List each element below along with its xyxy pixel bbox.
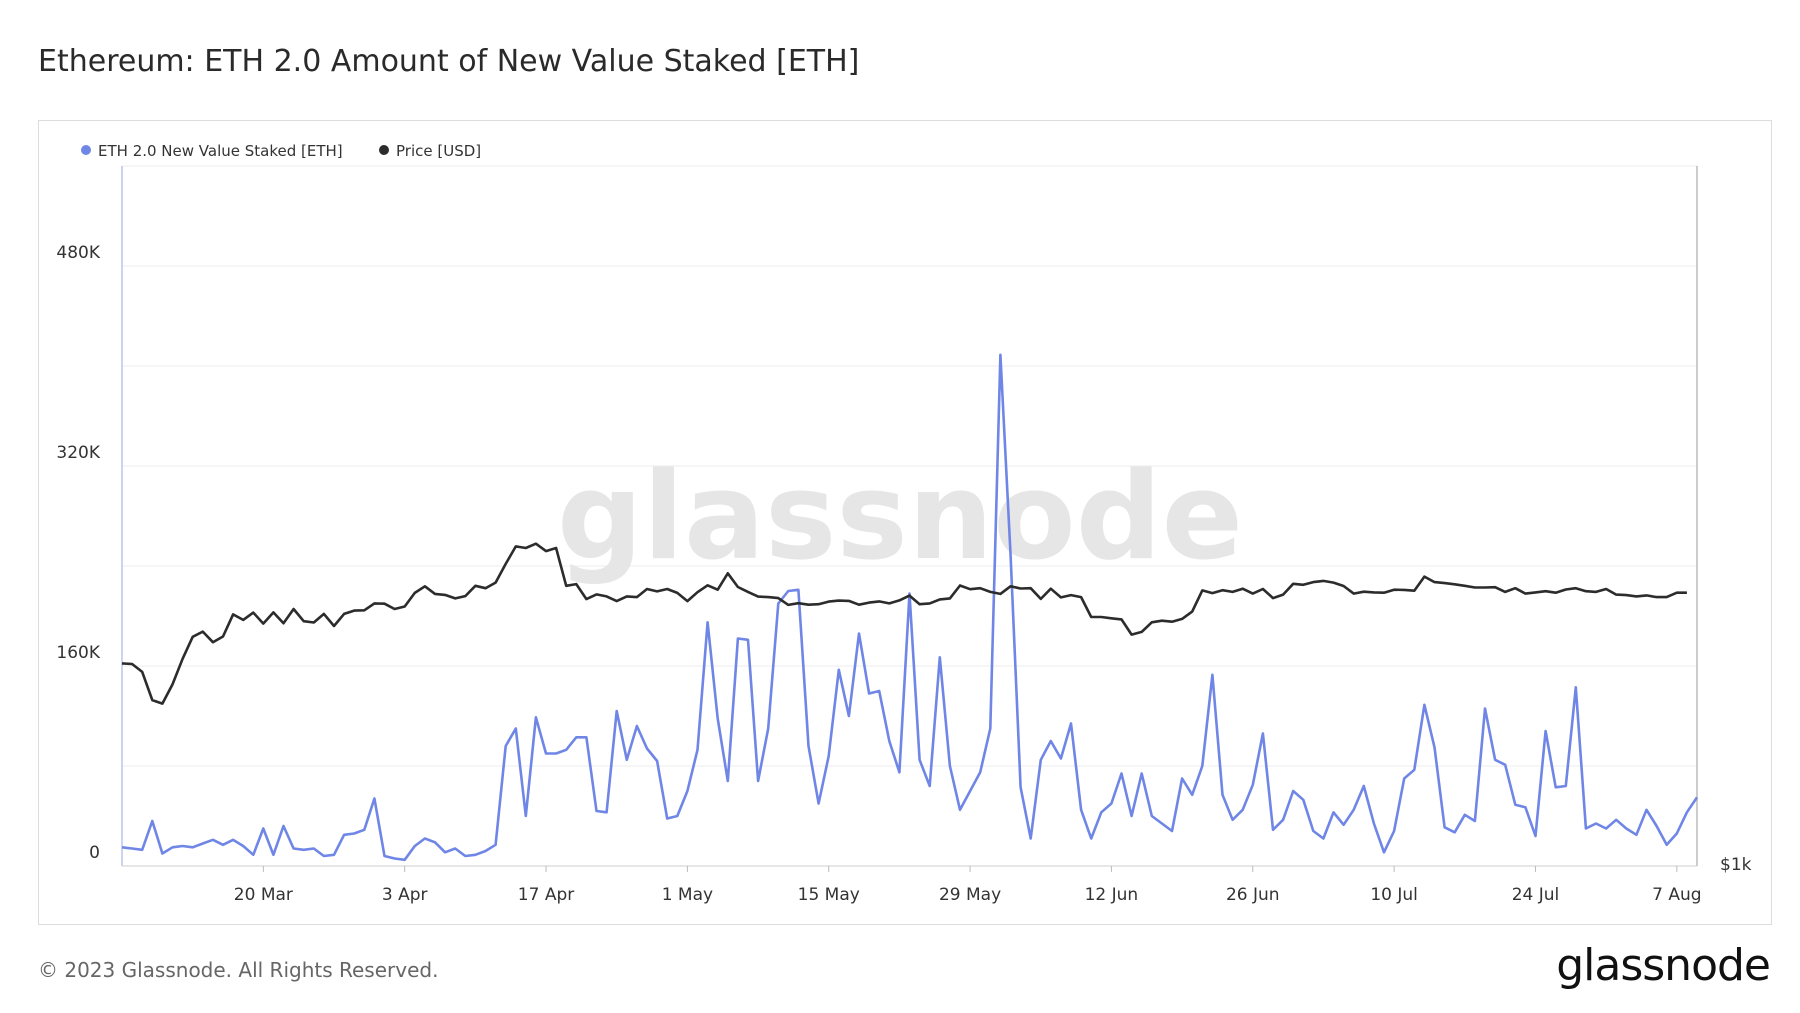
chart-frame [38,120,1772,925]
y-tick-label: 480K [56,243,100,263]
legend: ETH 2.0 New Value Staked [ETH] Price [USD… [81,142,481,160]
watermark: glassnode [557,448,1243,587]
x-tick-label: 7 Aug [1652,885,1701,905]
series-line-price [121,542,1687,705]
y-tick-label: 0 [89,843,100,863]
legend-dot [379,145,389,155]
series-lines [121,353,1699,862]
footer-copyright: © 2023 Glassnode. All Rights Reserved. [38,958,439,982]
x-tick-label: 10 Jul [1370,885,1418,905]
chart-title: Ethereum: ETH 2.0 Amount of New Value St… [38,44,860,79]
x-tick-label: 20 Mar [234,885,293,905]
x-tick-label: 29 May [939,885,1001,905]
glassnode-logo[interactable]: glassnode [1556,940,1771,991]
x-tick-label: 3 Apr [382,885,428,905]
legend-dot [81,145,91,155]
x-tick-label: 26 Jun [1226,885,1280,905]
x-tick-label: 17 Apr [518,885,574,905]
legend-label: Price [USD] [396,142,481,160]
x-tick-label: 12 Jun [1085,885,1139,905]
y-tick-labels: 0 160K 320K 480K $1k [56,243,1751,875]
series-line-eth-staked [121,353,1699,862]
x-tick-labels: 20 Mar 3 Apr 17 Apr 1 May 15 May 29 May 12 Jun… [234,866,1702,905]
right-axis-tick-label: $1k [1720,855,1752,875]
x-tick-label: 24 Jul [1512,885,1560,905]
legend-label: ETH 2.0 New Value Staked [ETH] [98,142,343,160]
x-tick-label: 15 May [798,885,860,905]
x-tick-label: 1 May [662,885,713,905]
y-tick-label: 320K [56,443,100,463]
axes [121,166,1698,867]
y-tick-label: 160K [56,643,100,663]
